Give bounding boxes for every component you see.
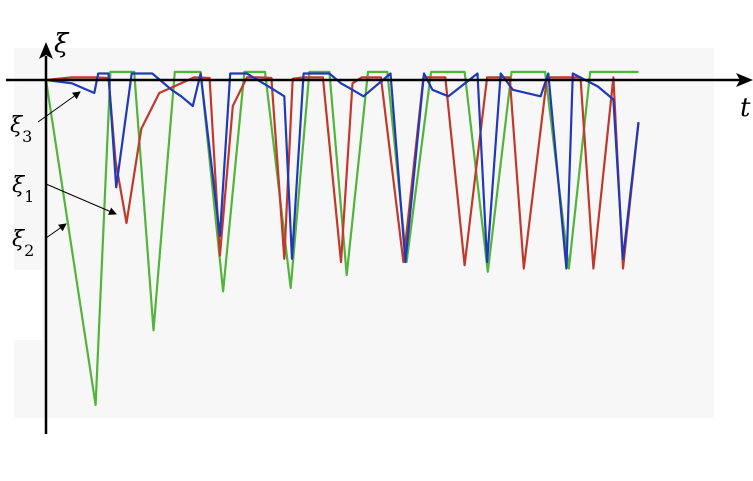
y-axis-label: ξ <box>54 29 70 59</box>
annotation-xi3-arrow <box>37 91 81 123</box>
y-axis-arrowhead <box>39 42 53 59</box>
annotation-xi1: ξ1 <box>12 173 34 206</box>
axes <box>6 42 753 434</box>
x-axis-label: t <box>740 93 751 123</box>
annotation-xi3: ξ3 <box>10 113 32 146</box>
annotation-xi2-arrow <box>45 223 67 239</box>
annotation-xi1-arrow <box>45 183 117 215</box>
plot-background-notch <box>14 270 42 340</box>
annotation-xi2: ξ2 <box>12 227 34 260</box>
x-axis-arrowhead <box>736 73 753 87</box>
series-line-xi1 <box>45 76 640 270</box>
series-line-xi2 <box>44 70 639 407</box>
annotations: ξ3 ξ1 ξ2 <box>10 91 117 260</box>
series-line-xi3 <box>45 72 640 270</box>
series-layer <box>44 70 640 407</box>
